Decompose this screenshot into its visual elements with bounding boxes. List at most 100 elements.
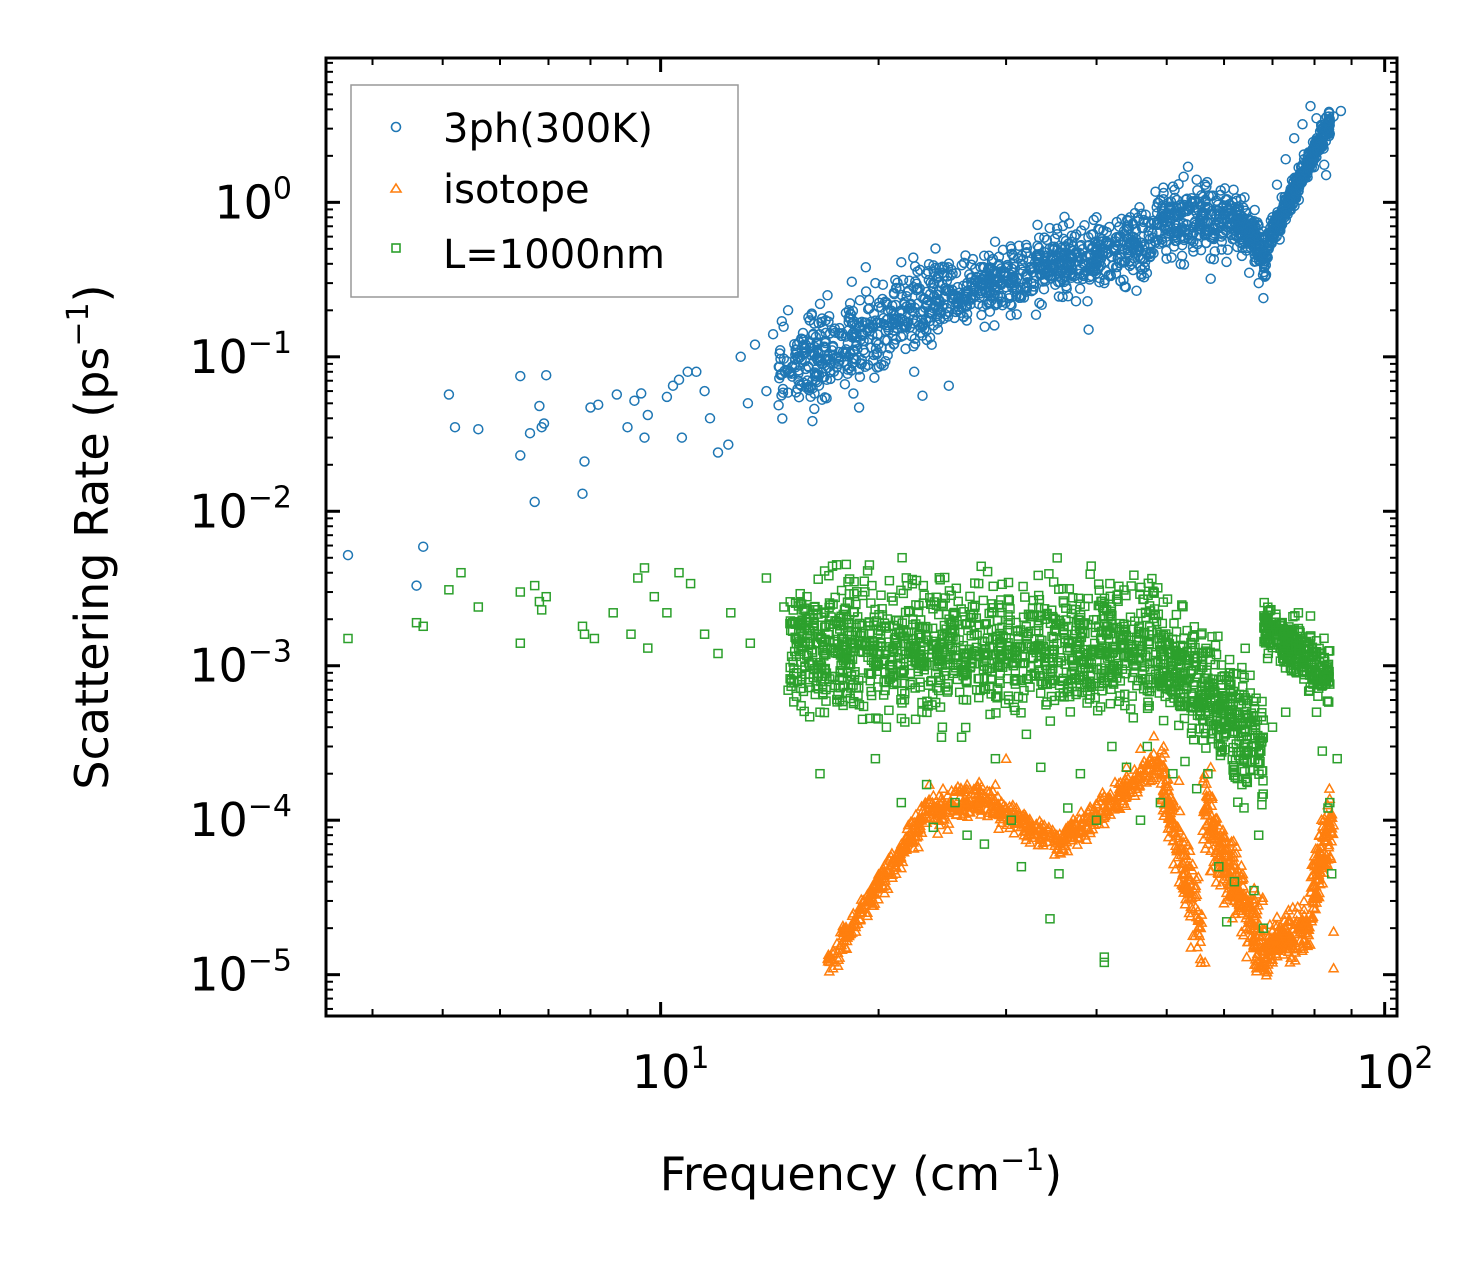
- data-point: [1002, 259, 1013, 271]
- data-point: [816, 394, 828, 405]
- data-point: [795, 380, 807, 391]
- data-point: [1010, 276, 1022, 288]
- data-point: [1095, 253, 1107, 264]
- data-point: [800, 363, 812, 375]
- data-point: [1053, 291, 1065, 302]
- data-point: [1138, 253, 1149, 265]
- data-point: [805, 391, 816, 403]
- data-point: [1026, 277, 1037, 289]
- data-point: [1011, 309, 1022, 320]
- data-point: [1156, 234, 1168, 245]
- data-point: [871, 362, 883, 373]
- data-point: [1146, 246, 1157, 257]
- data-point: [1050, 279, 1061, 290]
- data-point: [853, 321, 865, 332]
- data-point: [832, 370, 844, 381]
- data-point: [1192, 185, 1203, 196]
- data-point: [810, 375, 822, 386]
- data-point: [1163, 202, 1175, 213]
- data-point: [1221, 256, 1232, 268]
- data-point: [977, 261, 989, 273]
- data-point: [961, 315, 972, 326]
- data-point: [1057, 291, 1068, 303]
- data-point: [1165, 196, 1177, 207]
- data-point: [898, 321, 910, 332]
- data-point: [1091, 251, 1102, 263]
- data-point: [1230, 231, 1242, 242]
- data-point: [938, 313, 949, 325]
- data-point: [962, 285, 974, 296]
- data-point: [1301, 158, 1312, 170]
- data-point: [1082, 296, 1093, 307]
- data-point: [1104, 221, 1115, 233]
- data-point: [882, 305, 894, 317]
- data-point: [943, 306, 954, 318]
- data-point: [777, 413, 788, 424]
- data-point: [1061, 280, 1072, 292]
- data-point: [1067, 270, 1078, 282]
- data-point: [909, 261, 921, 272]
- data-point: [775, 369, 786, 380]
- data-point: [1127, 231, 1139, 242]
- data-point: [855, 334, 866, 345]
- data-point: [1115, 275, 1126, 287]
- data-point: [1091, 245, 1102, 257]
- data-point: [1124, 255, 1135, 267]
- data-point: [793, 391, 805, 403]
- data-point: [1064, 249, 1075, 261]
- data-point: [965, 292, 977, 303]
- data-point: [1203, 225, 1215, 237]
- data-point: [1034, 297, 1045, 309]
- data-point: [1321, 111, 1332, 123]
- data-point: [1006, 300, 1017, 311]
- data-point: [840, 307, 852, 319]
- data-point: [1216, 244, 1227, 255]
- data-point: [996, 292, 1008, 304]
- data-point: [1259, 271, 1271, 282]
- data-point: [1268, 230, 1279, 241]
- data-point: [854, 371, 866, 383]
- data-point: [789, 338, 800, 350]
- data-point: [1303, 161, 1315, 172]
- data-point: [917, 330, 928, 341]
- data-point: [869, 372, 880, 383]
- data-point: [1150, 186, 1161, 197]
- data-point: [846, 276, 858, 287]
- data-point: [955, 307, 966, 319]
- data-point: [1100, 266, 1111, 277]
- data-point: [1096, 233, 1108, 245]
- data-point: [888, 307, 899, 319]
- data-point: [974, 285, 986, 297]
- data-point: [782, 387, 794, 398]
- data-point: [1288, 193, 1299, 205]
- data-point: [1042, 268, 1053, 279]
- data-point: [798, 348, 810, 360]
- data-point: [1006, 248, 1018, 260]
- data-point: [870, 343, 882, 354]
- data-point: [840, 346, 851, 358]
- data-point: [983, 271, 995, 283]
- data-point: [985, 290, 997, 302]
- data-points-layer: [342, 100, 1347, 980]
- data-point: [1032, 219, 1043, 231]
- data-point: [1090, 268, 1102, 279]
- data-point: [807, 415, 818, 427]
- data-point: [902, 286, 913, 298]
- data-point: [938, 298, 950, 310]
- data-point: [830, 353, 842, 364]
- data-point: [1316, 124, 1327, 135]
- data-point: [1222, 244, 1233, 256]
- data-point: [1005, 298, 1016, 310]
- data-point: [956, 259, 967, 271]
- data-point: [1056, 254, 1067, 266]
- data-point: [1200, 194, 1211, 205]
- data-point: [1110, 236, 1122, 247]
- data-point: [1213, 216, 1225, 228]
- data-point: [1158, 194, 1169, 205]
- data-point: [909, 338, 921, 349]
- data-point: [1098, 235, 1109, 247]
- data-point: [801, 382, 812, 393]
- data-point: [1023, 256, 1034, 267]
- data-point: [797, 327, 809, 339]
